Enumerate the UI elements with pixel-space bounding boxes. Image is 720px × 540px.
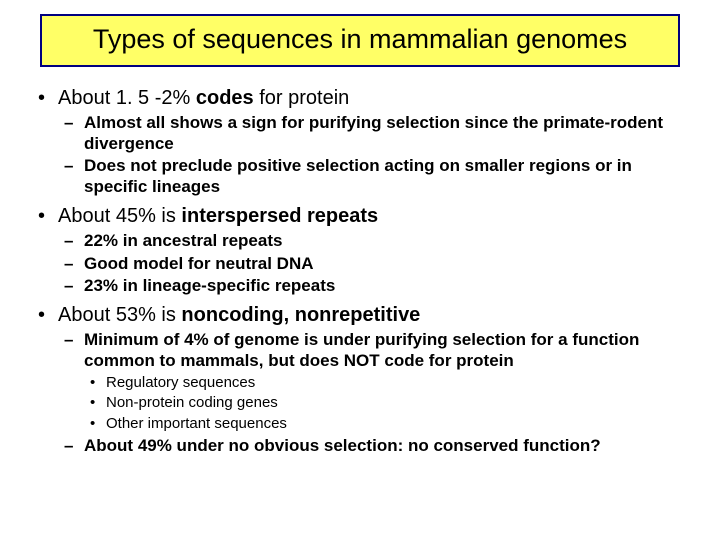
bullet-3-sub-1c: Other important sequences xyxy=(84,415,690,434)
bullet-3-sub-1-sublist: Regulatory sequences Non-protein coding … xyxy=(84,374,690,434)
bullet-2-sub-2: Good model for neutral DNA xyxy=(58,254,690,275)
bullet-2-bold: interspersed repeats xyxy=(181,205,378,227)
bullet-3-sub-1a: Regulatory sequences xyxy=(84,374,690,393)
bullet-1-sublist: Almost all shows a sign for purifying se… xyxy=(58,113,690,198)
bullet-1: About 1. 5 -2% codes for protein Almost … xyxy=(30,86,690,198)
bullet-3-sub-1-text: Minimum of 4% of genome is under purifyi… xyxy=(84,330,639,370)
bullet-list: About 1. 5 -2% codes for protein Almost … xyxy=(30,86,690,457)
bullet-3-sub-1b: Non-protein coding genes xyxy=(84,394,690,413)
slide: Types of sequences in mammalian genomes … xyxy=(0,0,720,540)
bullet-3-bold: noncoding, nonrepetitive xyxy=(181,304,420,326)
bullet-3-sub-2: About 49% under no obvious selection: no… xyxy=(58,436,690,457)
bullet-1-post: for protein xyxy=(254,87,350,109)
bullet-3-sub-1: Minimum of 4% of genome is under purifyi… xyxy=(58,330,690,434)
bullet-2-sub-1: 22% in ancestral repeats xyxy=(58,231,690,252)
bullet-2-pre: About 45% is xyxy=(58,205,181,227)
title-text: Types of sequences in mammalian genomes xyxy=(93,24,627,54)
bullet-2-sub-3: 23% in lineage-specific repeats xyxy=(58,276,690,297)
bullet-3-pre: About 53% is xyxy=(58,304,181,326)
bullet-2: About 45% is interspersed repeats 22% in… xyxy=(30,204,690,297)
slide-body: About 1. 5 -2% codes for protein Almost … xyxy=(30,80,690,457)
slide-title: Types of sequences in mammalian genomes xyxy=(40,14,680,67)
bullet-3-sublist: Minimum of 4% of genome is under purifyi… xyxy=(58,330,690,456)
bullet-1-sub-1: Almost all shows a sign for purifying se… xyxy=(58,113,690,154)
bullet-2-sublist: 22% in ancestral repeats Good model for … xyxy=(58,231,690,297)
bullet-1-bold: codes xyxy=(196,87,254,109)
bullet-3: About 53% is noncoding, nonrepetitive Mi… xyxy=(30,303,690,456)
bullet-1-sub-2: Does not preclude positive selection act… xyxy=(58,156,690,197)
bullet-1-pre: About 1. 5 -2% xyxy=(58,87,196,109)
